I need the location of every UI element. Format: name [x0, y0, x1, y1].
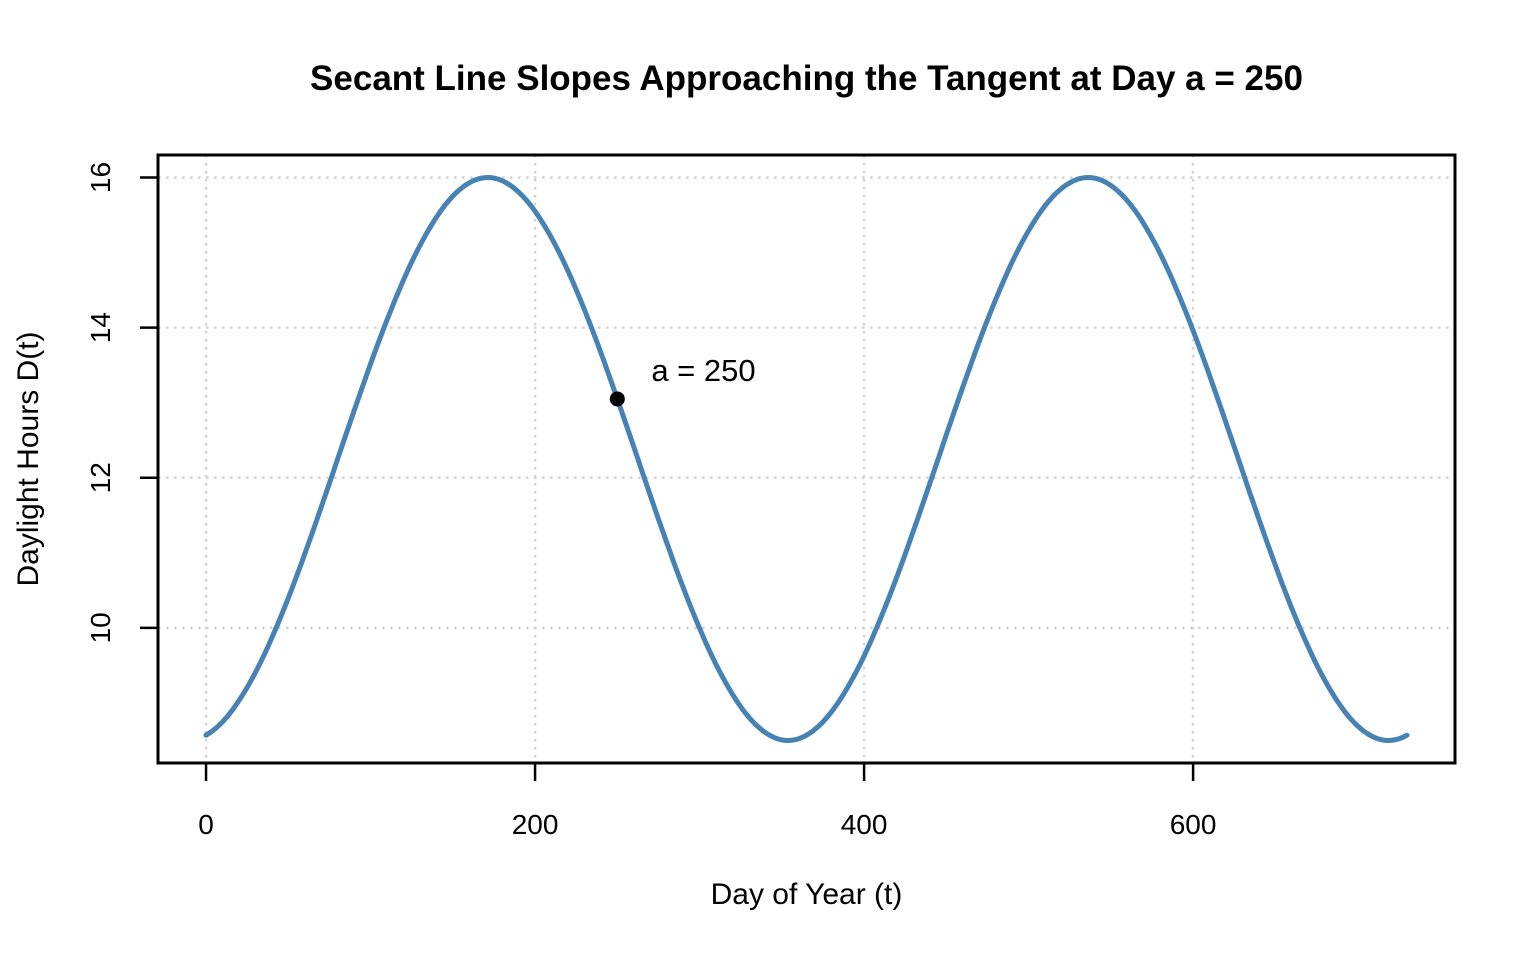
x-tick-label: 600 [1170, 809, 1217, 840]
y-tick-label: 12 [85, 462, 116, 493]
y-tick-label: 16 [85, 162, 116, 193]
y-tick-label: 10 [85, 612, 116, 643]
x-tick-label: 0 [198, 809, 214, 840]
anchor-point-a [609, 391, 625, 407]
grid-lines [158, 155, 1455, 763]
chart-title: Secant Line Slopes Approaching the Tange… [310, 59, 1303, 98]
axis-ticks-and-labels: 0 200 400 600 10 12 14 16 [85, 162, 1216, 840]
x-axis-title: Day of Year (t) [710, 878, 903, 911]
daylight-curve [203, 175, 1410, 743]
anchor-point-label: a = 250 [651, 353, 755, 388]
plot-border [156, 153, 1457, 765]
x-tick-label: 400 [841, 809, 888, 840]
y-tick-label: 14 [85, 312, 116, 343]
x-tick-label: 200 [512, 809, 559, 840]
